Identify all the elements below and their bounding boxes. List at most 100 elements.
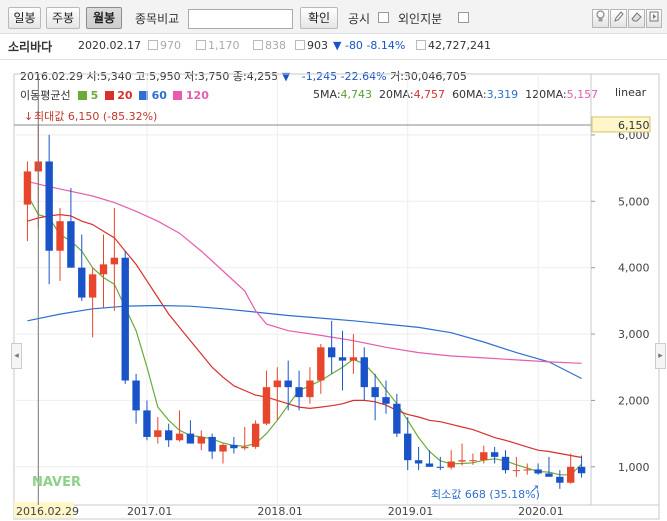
compare-stock-input[interactable] (188, 9, 293, 29)
y-tick-label: 3,000 (618, 328, 650, 341)
candle-body (360, 357, 368, 388)
foreign-ownership-label: 외인지분 (398, 12, 443, 26)
y-tick-label: 1,000 (618, 461, 650, 474)
ma-legend: 이동평균선 5 20 60 120 (20, 87, 209, 103)
candle-body (186, 433, 195, 444)
candle-body (458, 460, 466, 462)
panel-toggle-icon[interactable] (646, 9, 662, 28)
candle-body (425, 463, 434, 467)
candle-body (241, 446, 249, 449)
ma-line-60 (27, 304, 582, 380)
disclosure-label: 공시 (348, 12, 371, 26)
eraser-icon[interactable] (628, 9, 645, 28)
legend-item-120: 120 (173, 89, 209, 102)
ma-line-20 (27, 213, 582, 459)
candle-body (567, 466, 575, 483)
period-button-monthly[interactable]: 월봉 (86, 7, 122, 29)
confirm-button[interactable]: 확인 (300, 7, 338, 29)
max-value-label: 최대값 6,150 (-85.32%) (34, 110, 157, 123)
legend-item-20: 20 (104, 89, 133, 102)
hover-quote: 2016.02.29 시:5,340 고:5,950 저:3,750 종:4,2… (20, 70, 467, 83)
candle-body (121, 257, 129, 381)
scroll-left-arrow[interactable]: ◂ (11, 343, 22, 369)
close-price: 903 (295, 39, 328, 52)
candle-body (219, 444, 227, 452)
scroll-right-arrow[interactable]: ▸ (655, 343, 666, 369)
candle-body (273, 380, 282, 388)
current-price-tag (591, 116, 651, 133)
grid (13, 73, 660, 520)
candle-body (99, 264, 108, 275)
high-icon (196, 40, 206, 50)
candle-body (436, 466, 445, 468)
min-value-label: 최소값 668 (35.18%) (431, 488, 540, 501)
candle-body (534, 469, 542, 474)
y-tick-label: 2,000 (618, 394, 650, 407)
price-change: ▼ -80 -8.14% (333, 39, 406, 52)
foreign-ownership-checkbox[interactable] (458, 12, 469, 23)
candle-body (371, 387, 379, 398)
candle-body (284, 380, 292, 388)
candle-body (490, 452, 499, 457)
candle-body (110, 257, 119, 265)
current-price-tag-text: 6,150 (618, 119, 650, 132)
candle-body (447, 461, 455, 468)
candle-body (197, 436, 205, 444)
stock-info-bar: 소리바다 2020.02.17 970 1,170 838 903 ▼ -80 … (0, 34, 667, 60)
candle-body (414, 460, 423, 464)
candle-body (45, 161, 53, 251)
high-price: 1,170 (196, 39, 240, 52)
candle-body (327, 347, 336, 358)
bulb-icon[interactable] (592, 9, 609, 28)
candle-body (88, 274, 97, 298)
candle-body (382, 397, 390, 404)
ma-legend-title: 이동평균선 (20, 89, 71, 102)
low-price: 838 (253, 39, 286, 52)
moving-average-lines (26, 180, 583, 476)
candle-body (56, 221, 64, 251)
candle-body (512, 470, 521, 472)
volume-icon (416, 40, 426, 50)
candle-body (556, 476, 564, 483)
y-tick-label: 4,000 (618, 262, 650, 275)
candle-body (501, 456, 510, 471)
x-tick-label: 2018.01 (257, 505, 303, 518)
stock-name: 소리바다 (8, 40, 53, 54)
scale-toggle[interactable]: linear (615, 86, 647, 99)
candle-body (295, 387, 303, 398)
candle-body (338, 357, 347, 361)
candle-body (67, 221, 75, 268)
max-value-arrow: ↓ (24, 110, 33, 123)
candle-body (349, 357, 358, 361)
candle-body (404, 433, 412, 461)
disclosure-checkbox[interactable] (378, 12, 389, 23)
candle-body (317, 347, 325, 381)
period-button-daily[interactable]: 일봉 (8, 7, 41, 29)
candle-body (143, 410, 151, 437)
price-chart-area: 2016.02.29 시:5,340 고:5,950 저:3,750 종:4,2… (0, 60, 667, 521)
candle-body (306, 380, 314, 398)
candle-body (469, 460, 477, 462)
chart-toolbar: 일봉 주봉 월봉 종목비교 확인 공시 외인지분 (0, 0, 667, 34)
low-icon (253, 40, 263, 50)
candle-body (132, 380, 140, 411)
legend-item-60: 60 (139, 89, 167, 102)
candle-body (175, 433, 184, 441)
close-icon (295, 40, 305, 50)
candle-body (78, 267, 86, 298)
ma-line-120 (27, 180, 582, 364)
candle-body (164, 430, 173, 441)
x-tick-label: 2020.01 (518, 505, 564, 518)
quote-date: 2020.02.17 (78, 39, 141, 52)
naver-logo: NAVER (32, 475, 81, 490)
candles (23, 124, 586, 489)
pen-icon[interactable] (610, 9, 627, 28)
candle-body (154, 430, 162, 437)
period-button-weekly[interactable]: 주봉 (46, 7, 80, 29)
chart-frame (13, 73, 660, 520)
candle-body (545, 473, 553, 477)
min-value-arrow: ↗ (530, 482, 539, 495)
legend-item-5: 5 (78, 89, 98, 102)
